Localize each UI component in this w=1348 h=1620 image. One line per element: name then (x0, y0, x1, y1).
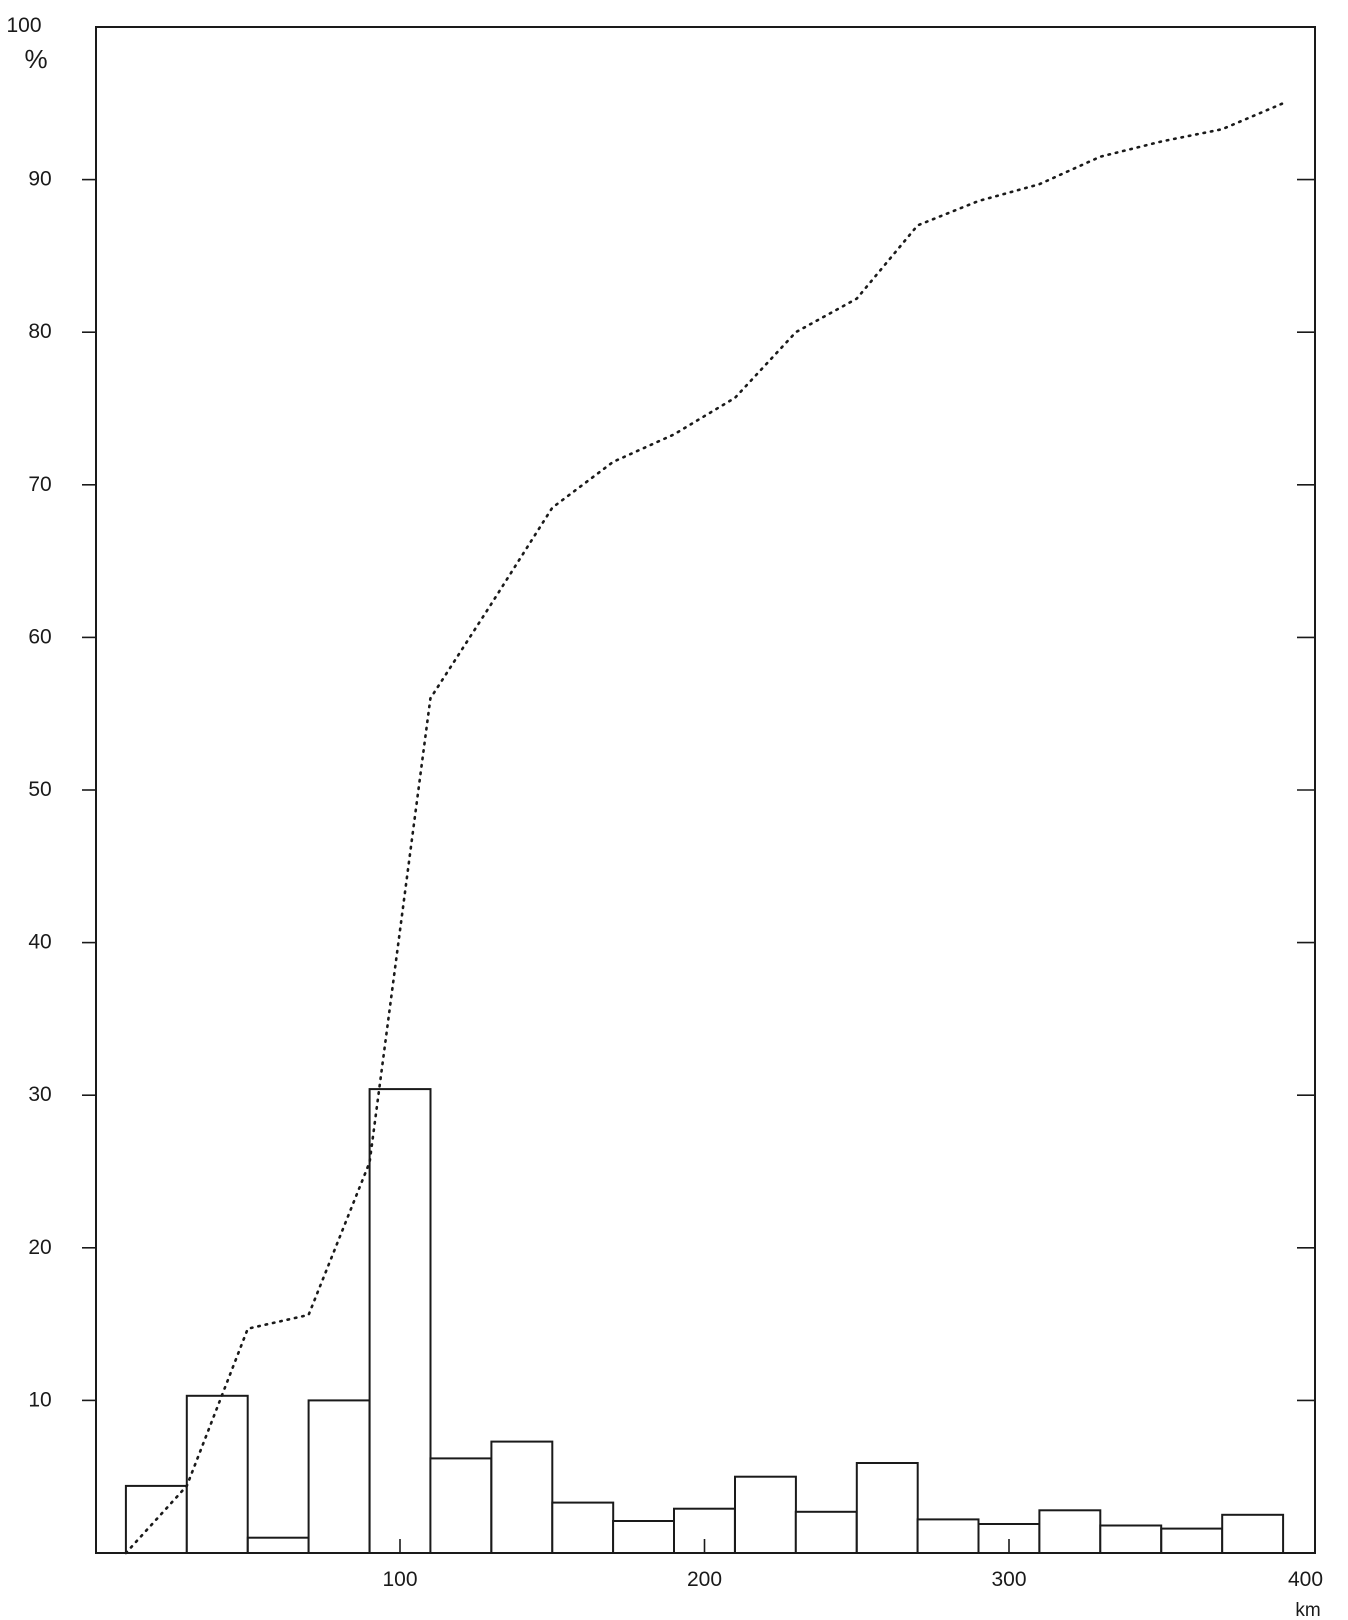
x-tick-label-100: 100 (382, 1568, 417, 1591)
histogram-bars (124, 1088, 1285, 1555)
axis-ticks (82, 178, 1315, 1553)
y-tick-label-100: 100 (6, 14, 41, 37)
histogram-bar-10 (734, 1475, 797, 1554)
histogram-bar-13 (916, 1518, 980, 1555)
histogram-bar-12 (855, 1462, 919, 1554)
x-tick-label-400: 400 (1288, 1568, 1323, 1591)
histogram-bar-16 (1099, 1524, 1163, 1554)
histogram-bar-4 (368, 1088, 432, 1554)
y-tick-label-10: 10 (28, 1388, 51, 1411)
x-tick-label-300: 300 (991, 1568, 1026, 1591)
y-tick-label-50: 50 (28, 778, 51, 801)
histogram-bar-2 (246, 1536, 310, 1554)
histogram-bar-7 (551, 1501, 615, 1554)
x-tick-label-200: 200 (687, 1568, 722, 1591)
y-tick-labels: 10 20 30 40 50 60 70 80 90 100 (6, 14, 51, 1411)
histogram-bar-18 (1221, 1513, 1285, 1555)
histogram-bar-1 (185, 1394, 249, 1555)
y-tick-label-30: 30 (28, 1083, 51, 1106)
histogram-bar-5 (429, 1457, 493, 1555)
histogram-bar-3 (307, 1399, 371, 1555)
histogram-bar-15 (1038, 1509, 1102, 1555)
histogram-bar-17 (1160, 1527, 1224, 1554)
plot-frame (95, 26, 1316, 1554)
y-tick-label-20: 20 (28, 1236, 51, 1259)
histogram-bar-6 (490, 1440, 554, 1554)
cumulative-percentage-line (124, 102, 1285, 1555)
y-tick-label-70: 70 (28, 473, 51, 496)
y-tick-label-60: 60 (28, 625, 51, 648)
histogram-bar-8 (612, 1520, 675, 1554)
histogram-bar-11 (794, 1510, 858, 1555)
y-axis-unit-label: % (24, 44, 47, 74)
x-tick-labels: 100 200 300 400 (382, 1568, 1323, 1591)
y-tick-label-40: 40 (28, 931, 51, 954)
x-axis-unit-label: km (1295, 1600, 1320, 1620)
y-tick-label-80: 80 (28, 320, 51, 343)
y-tick-label-90: 90 (28, 168, 51, 191)
